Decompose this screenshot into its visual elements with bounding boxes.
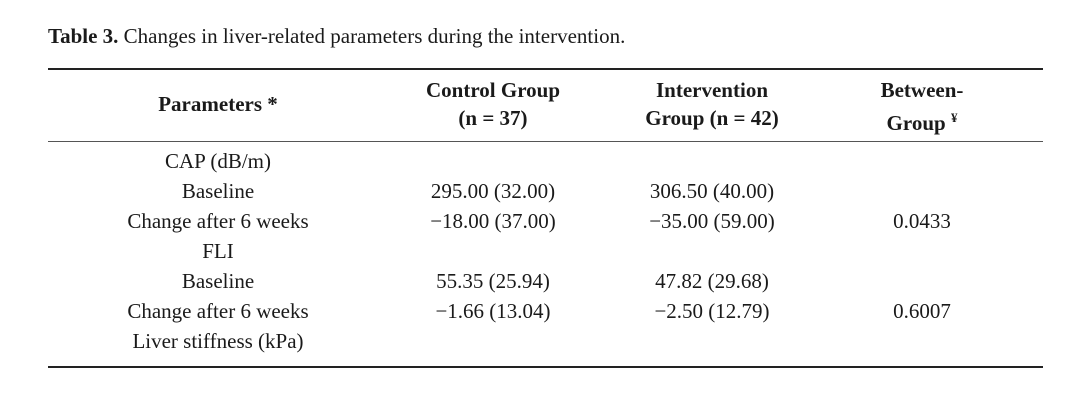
cell-parameter: Change after 6 weeks (127, 299, 309, 323)
table-caption-text: Changes in liver-related parameters duri… (118, 24, 626, 48)
table-top-rule (48, 68, 1043, 70)
header-between-footnote-mark: ¥ (950, 110, 958, 125)
cell-between: 0.6007 (893, 299, 951, 323)
header-parameters: Parameters * (158, 92, 278, 116)
header-between-line2-wrap: Group ¥ (862, 104, 982, 137)
table-label: Table 3. (48, 24, 119, 48)
header-between-group: Between- Group ¥ (862, 76, 982, 137)
table-bottom-rule (48, 366, 1043, 368)
cell-parameter: CAP (dB/m) (165, 149, 271, 173)
cell-control: 55.35 (25.94) (436, 269, 550, 293)
cell-control: 295.00 (32.00) (430, 179, 556, 203)
header-between-line1: Between- (880, 78, 964, 102)
cell-intervention: 306.50 (40.00) (649, 179, 775, 203)
header-control-line2: (n = 37) (458, 106, 528, 130)
cell-intervention: 47.82 (29.68) (655, 269, 769, 293)
cell-parameter: Change after 6 weeks (127, 209, 309, 233)
cell-between: 0.0433 (893, 209, 951, 233)
header-control-line1: Control Group (426, 78, 560, 102)
cell-parameter: FLI (202, 239, 234, 263)
cell-parameter: Baseline (181, 269, 255, 293)
cell-intervention: −35.00 (59.00) (649, 209, 775, 233)
table-caption: Table 3. Changes in liver-related parame… (48, 22, 625, 50)
header-control-group: Control Group (n = 37) (393, 76, 593, 132)
cell-control: −1.66 (13.04) (435, 299, 551, 323)
header-intervention-group: Intervention Group (n = 42) (612, 76, 812, 132)
header-intervention-line2: Group (n = 42) (645, 106, 779, 130)
cell-control: −18.00 (37.00) (430, 209, 556, 233)
cell-intervention: −2.50 (12.79) (654, 299, 770, 323)
header-intervention-line1: Intervention (656, 78, 768, 102)
header-between-line2: Group (886, 111, 946, 135)
cell-parameter: Liver stiffness (kPa) (132, 329, 304, 353)
table-header-rule (48, 141, 1043, 142)
cell-parameter: Baseline (181, 179, 255, 203)
